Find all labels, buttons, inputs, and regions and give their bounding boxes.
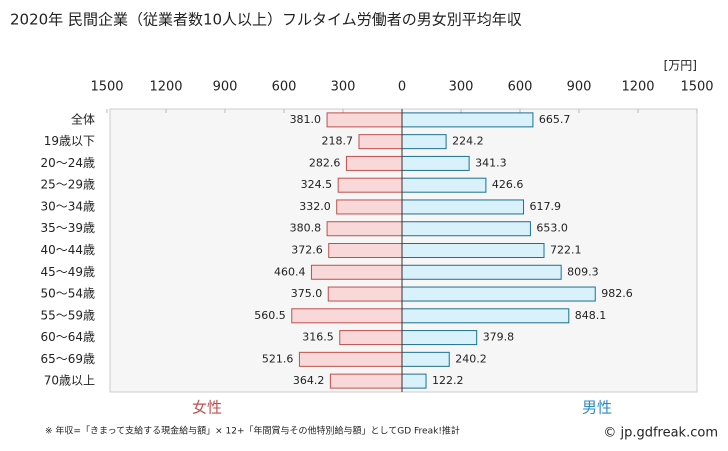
y-tick-label: 50～54歳 — [40, 287, 95, 301]
value-label: 617.9 — [530, 200, 562, 213]
bar — [339, 330, 403, 346]
value-label: 375.0 — [291, 287, 323, 300]
bar — [326, 112, 403, 128]
value-label: 240.2 — [455, 352, 487, 365]
x-tick-label: 1500 — [680, 80, 713, 95]
value-label: 722.1 — [550, 244, 582, 257]
value-label: 653.0 — [536, 222, 568, 235]
y-tick-label: 40～44歳 — [40, 243, 95, 257]
bar — [401, 351, 450, 367]
value-label: 848.1 — [575, 309, 607, 322]
y-tick-label: 70歳以上 — [44, 374, 95, 388]
y-tick-label: 35～39歳 — [40, 221, 95, 235]
value-label: 316.5 — [302, 331, 334, 344]
legend-label: 女性 — [192, 399, 222, 417]
bar — [298, 351, 403, 367]
y-tick-label: 20～24歳 — [40, 156, 95, 170]
value-label: 560.5 — [254, 309, 286, 322]
x-tick-label: 600 — [508, 80, 533, 95]
bar — [336, 199, 403, 215]
value-label: 460.4 — [274, 265, 306, 278]
value-label: 665.7 — [539, 113, 571, 126]
legend-label: 男性 — [582, 399, 612, 417]
value-label: 426.6 — [492, 178, 524, 191]
bar — [329, 373, 403, 389]
value-label: 521.6 — [262, 352, 294, 365]
y-tick-label: 30～34歳 — [40, 199, 95, 213]
credit: © jp.gdfreak.com — [603, 426, 718, 441]
bar — [327, 286, 403, 302]
value-label: 380.8 — [290, 222, 322, 235]
bar — [310, 264, 403, 280]
y-tick-label: 60～64歳 — [40, 330, 95, 344]
x-tick-label: 1200 — [149, 80, 182, 95]
y-tick-label: 全体 — [71, 111, 95, 126]
bar — [401, 286, 596, 302]
x-tick-label: 600 — [272, 80, 297, 95]
value-label: 324.5 — [301, 178, 333, 191]
x-tick-label: 300 — [449, 80, 474, 95]
value-label: 332.0 — [299, 200, 331, 213]
value-label: 341.3 — [475, 156, 507, 169]
bar — [401, 243, 545, 258]
bar — [401, 199, 525, 215]
bar — [401, 155, 470, 171]
footnote: ※ 年収=「きまって支給する現金給与額」× 12+「年間賞与その他特別給与額」と… — [45, 425, 460, 437]
value-label: 372.6 — [291, 244, 323, 257]
x-tick-label: 0 — [398, 80, 406, 95]
x-tick-label: 900 — [567, 80, 592, 95]
y-tick-label: 25～29歳 — [40, 178, 95, 192]
x-tick-label: 300 — [331, 80, 356, 95]
value-label: 218.7 — [321, 135, 353, 148]
y-tick-label: 19歳以下 — [44, 134, 95, 148]
value-label: 982.6 — [601, 287, 633, 300]
bar — [345, 155, 403, 171]
unit-label: [万円] — [664, 59, 697, 73]
value-label: 809.3 — [567, 265, 599, 278]
bar — [401, 134, 447, 150]
value-label: 122.2 — [432, 374, 464, 387]
value-label: 224.2 — [452, 135, 484, 148]
bar — [358, 134, 403, 150]
bar — [328, 243, 403, 258]
value-label: 282.6 — [309, 156, 341, 169]
x-tick-label: 1200 — [621, 80, 654, 95]
chart-title: 2020年 民間企業（従業者数10人以上）フルタイム労働者の男女別平均年収 — [10, 11, 522, 29]
value-label: 381.0 — [290, 113, 322, 126]
bar — [401, 112, 534, 128]
x-tick-label: 900 — [213, 80, 238, 95]
bar — [337, 177, 403, 193]
bar — [326, 221, 403, 237]
y-tick-label: 65～69歳 — [40, 352, 95, 366]
bar — [401, 264, 562, 280]
y-tick-label: 45～49歳 — [40, 265, 95, 279]
value-label: 379.8 — [483, 331, 514, 344]
bar — [401, 308, 570, 324]
y-tick-label: 55～59歳 — [40, 308, 95, 322]
x-tick-label: 1500 — [90, 80, 123, 95]
bar — [401, 221, 531, 237]
bar — [401, 373, 427, 389]
bar — [291, 308, 403, 324]
bar — [401, 330, 478, 346]
value-label: 364.2 — [293, 374, 325, 387]
bar — [401, 177, 487, 193]
